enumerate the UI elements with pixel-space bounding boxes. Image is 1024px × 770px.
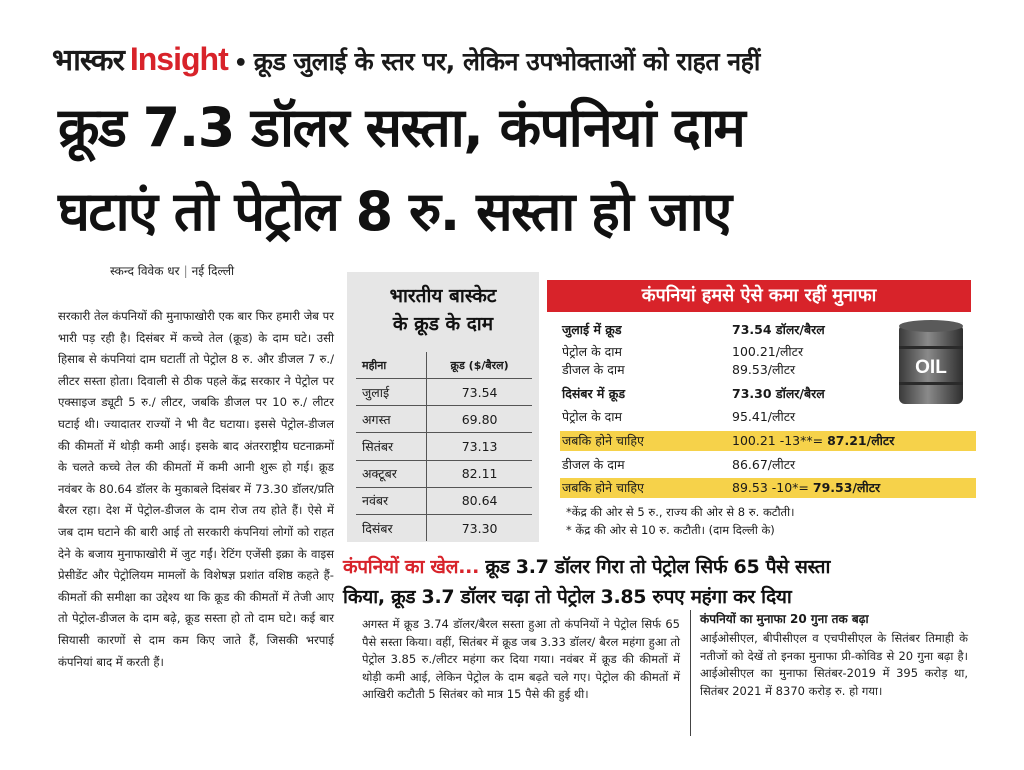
basket-month: अक्टूबर xyxy=(356,460,427,488)
game-heading-line-1: कंपनियों का खेल... क्रूड 3.7 डॉलर गिरा त… xyxy=(343,556,831,578)
profit-note-2: * केंद्र की ओर से 10 रु. कटौती। (दाम दिल… xyxy=(566,523,775,537)
basket-title-line-1: भारतीय बास्केट xyxy=(389,285,497,307)
profit-row-label: जबकि होने चाहिए xyxy=(562,433,644,448)
profit-row-label: डीजल के दाम xyxy=(562,362,625,377)
profit-row-value: 95.41/लीटर xyxy=(732,409,796,424)
profit-row-highlight: जबकि होने चाहिए 89.53 -10*= 79.53/लीटर xyxy=(560,478,976,498)
game-right-heading: कंपनियों का मुनाफा 20 गुना तक बढ़ा xyxy=(700,612,869,626)
basket-price: 80.64 xyxy=(426,487,532,515)
table-row: जुलाई 73.54 xyxy=(356,378,532,407)
profit-row: पेट्रोल के दाम 100.21/लीटर xyxy=(562,342,972,362)
basket-col-price: क्रूड ($/बैरल) xyxy=(426,352,532,379)
profit-row-value: 86.67/लीटर xyxy=(732,457,796,472)
brand-name: भास्कर xyxy=(52,43,125,78)
basket-price: 82.11 xyxy=(426,460,532,488)
basket-price: 69.80 xyxy=(426,405,532,434)
profit-row-label: डीजल के दाम xyxy=(562,457,625,472)
basket-title: भारतीय बास्केट के क्रूड के दाम xyxy=(347,282,539,338)
profit-banner: कंपनियां हमसे ऐसे कमा रहीं मुनाफा xyxy=(547,280,971,312)
table-row: सितंबर 73.13 xyxy=(356,432,532,461)
game-heading: कंपनियों का खेल... क्रूड 3.7 डॉलर गिरा त… xyxy=(343,552,983,612)
profit-row: जुलाई में क्रूड 73.54 डॉलर/बैरल xyxy=(562,320,972,340)
profit-row-label: पेट्रोल के दाम xyxy=(562,344,623,359)
kicker-text: क्रूड जुलाई के स्तर पर, लेकिन उपभोक्ताओं… xyxy=(253,47,761,76)
basket-col-month: महीना xyxy=(356,352,427,379)
bullet-dot: • xyxy=(233,51,248,76)
game-left-text: अगस्त में क्रूड 3.74 डॉलर/बैरल सस्ता हुआ… xyxy=(362,617,680,701)
basket-month: दिसंबर xyxy=(362,520,393,536)
basket-month: जुलाई xyxy=(356,378,427,407)
column-divider xyxy=(690,610,691,736)
game-lead: कंपनियों का खेल... xyxy=(343,556,480,578)
basket-month: नवंबर xyxy=(356,487,427,515)
profit-row: पेट्रोल के दाम 95.41/लीटर xyxy=(562,407,972,427)
profit-row-value: 89.53 -10*= 79.53/लीटर xyxy=(732,480,881,495)
drum-label: OIL xyxy=(915,357,947,378)
table-row: नवंबर 80.64 xyxy=(356,487,532,515)
profit-row: डीजल के दाम 89.53/लीटर xyxy=(562,360,972,380)
profit-row-value: 73.30 डॉलर/बैरल xyxy=(732,386,825,401)
basket-price: 73.13 xyxy=(426,432,532,461)
headline-line-1: क्रूड 7.3 डॉलर सस्ता, कंपनियां दाम xyxy=(58,96,746,159)
basket-price: 73.30 xyxy=(426,514,532,542)
profit-row-label: दिसंबर में क्रूड xyxy=(562,386,626,401)
profit-row-label: पेट्रोल के दाम xyxy=(562,409,623,424)
table-row: अक्टूबर 82.11 xyxy=(356,460,532,488)
profit-row-label: जबकि होने चाहिए xyxy=(562,480,644,495)
basket-header-row: महीना क्रूड ($/बैरल) xyxy=(356,352,532,379)
basket-price: 73.54 xyxy=(426,378,532,407)
profit-note-1: *केंद्र की ओर से 5 रु., राज्य की ओर से 8… xyxy=(566,505,795,519)
profit-row-value: 89.53/लीटर xyxy=(732,362,796,377)
oil-drum-icon: OIL xyxy=(899,320,963,404)
basket-title-line-2: के क्रूड के दाम xyxy=(392,313,494,335)
byline: स्कन्द विवेक धर | नई दिल्ली xyxy=(110,264,235,278)
article-body: सरकारी तेल कंपनियों की मुनाफाखोरी एक बार… xyxy=(58,309,334,669)
basket-month: अगस्त xyxy=(356,405,427,434)
profit-row-highlight: जबकि होने चाहिए 100.21 -13**= 87.21/लीटर xyxy=(560,431,976,451)
profit-row-value: 100.21 -13**= 87.21/लीटर xyxy=(732,433,895,448)
profit-row: डीजल के दाम 86.67/लीटर xyxy=(562,455,972,475)
headline-line-2: घटाएं तो पेट्रोल 8 रु. सस्ता हो जाए xyxy=(58,180,732,243)
profit-row: दिसंबर में क्रूड 73.30 डॉलर/बैरल xyxy=(562,384,972,404)
basket-month: सितंबर xyxy=(356,432,427,461)
byline-author: स्कन्द विवेक धर xyxy=(110,264,180,278)
byline-place: नई दिल्ली xyxy=(191,264,235,278)
game-right-text: आईओसीएल, बीपीसीएल व एचपीसीएल के सितंबर त… xyxy=(700,631,968,698)
game-heading-line-2: किया, क्रूड 3.7 डॉलर चढ़ा तो पेट्रोल 3.8… xyxy=(343,586,792,608)
profit-row-value: 100.21/लीटर xyxy=(732,344,804,359)
brand-insight: Insight xyxy=(129,41,229,77)
table-row: दिसंबर 73.30 xyxy=(356,514,532,542)
kicker-bar: भास्कर Insight • क्रूड जुलाई के स्तर पर, … xyxy=(52,38,982,82)
profit-row-value: 73.54 डॉलर/बैरल xyxy=(732,322,825,337)
basket-table: महीना क्रूड ($/बैरल) जुलाई 73.54 अगस्त 69.… xyxy=(356,352,532,542)
profit-row-label: जुलाई में क्रूड xyxy=(562,322,622,337)
table-row: अगस्त 69.80 xyxy=(356,405,532,434)
